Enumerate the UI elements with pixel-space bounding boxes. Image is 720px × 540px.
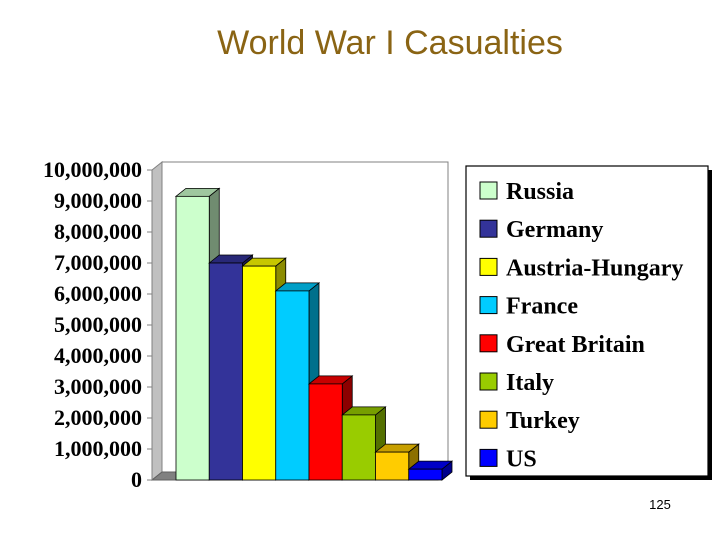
bar-italy <box>341 414 376 481</box>
legend-swatch <box>479 219 498 238</box>
bar-turkey <box>375 451 410 481</box>
y-tick-label: 5,000,000 <box>54 312 142 337</box>
legend-label: France <box>506 294 578 320</box>
legend-box <box>465 165 709 477</box>
y-tick-label: 8,000,000 <box>54 219 142 244</box>
page-number: 125 <box>649 497 671 512</box>
y-tick-label: 4,000,000 <box>54 343 142 368</box>
bar-us <box>408 468 443 481</box>
chart-side-wall <box>151 160 163 482</box>
legend-label: Italy <box>506 370 554 396</box>
legend-label: Russia <box>506 179 574 205</box>
legend-swatch <box>479 410 498 429</box>
legend-swatch <box>479 334 498 353</box>
y-tick-label: 1,000,000 <box>54 436 142 461</box>
y-tick-label: 3,000,000 <box>54 374 142 399</box>
legend-label: Austria-Hungary <box>506 255 683 281</box>
legend-swatch <box>479 296 498 315</box>
bar-france <box>275 290 310 481</box>
legend-label: Turkey <box>506 408 580 434</box>
legend-swatch <box>479 448 498 467</box>
legend-label: US <box>506 446 537 472</box>
y-tick-label: 7,000,000 <box>54 250 142 275</box>
y-tick-label: 6,000,000 <box>54 281 142 306</box>
slide-title: World War I Casualties <box>217 24 563 62</box>
bar-germany <box>208 262 243 481</box>
legend-swatch <box>479 257 498 276</box>
y-tick-label: 9,000,000 <box>54 188 142 213</box>
y-tick-label: 0 <box>131 467 142 492</box>
y-tick-label: 2,000,000 <box>54 405 142 430</box>
legend-swatch <box>479 372 498 391</box>
legend-label: Great Britain <box>506 332 645 358</box>
legend-swatch <box>479 181 498 200</box>
bar-russia <box>175 195 210 481</box>
bar-great-britain <box>308 383 343 481</box>
y-tick-label: 10,000,000 <box>43 157 142 182</box>
bar-austria-hungary <box>242 265 277 481</box>
legend-label: Germany <box>506 217 603 243</box>
